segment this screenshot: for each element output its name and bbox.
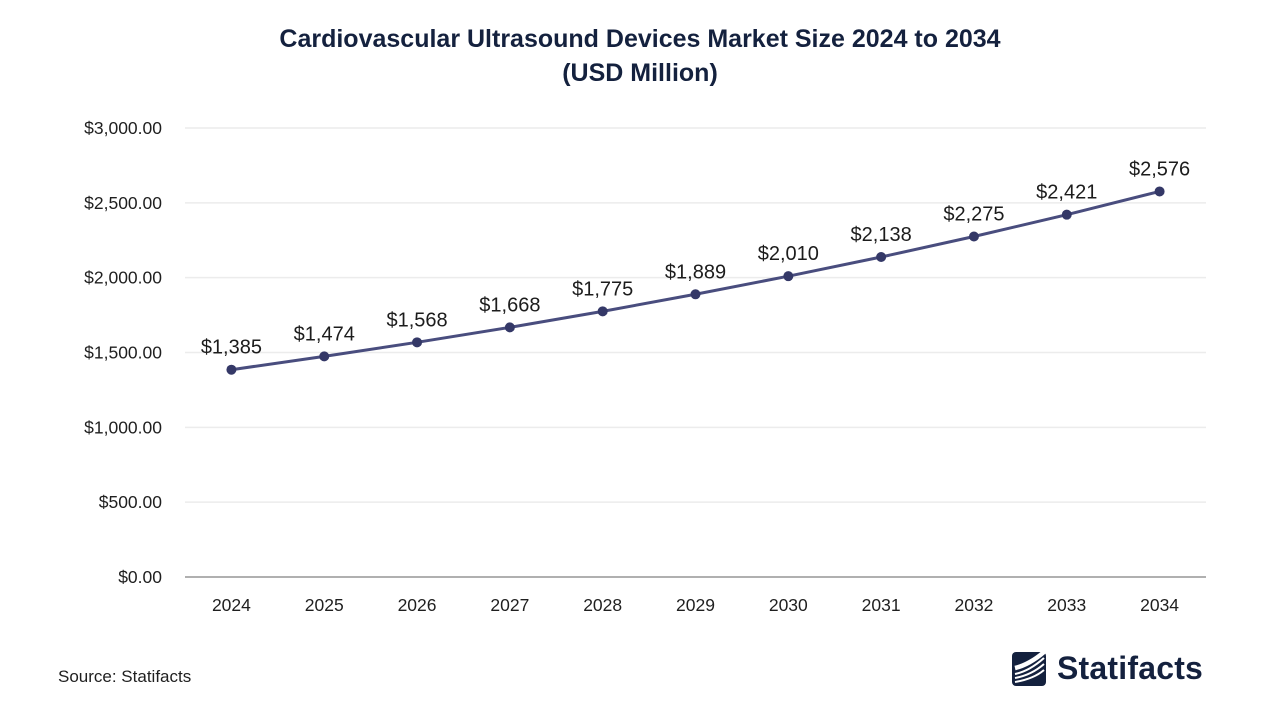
statifacts-waves-logo-icon <box>1012 650 1046 686</box>
y-tick-label: $0.00 <box>118 567 162 587</box>
data-point-label: $1,668 <box>479 294 540 316</box>
x-tick-label: 2029 <box>676 595 715 615</box>
data-point-label: $1,474 <box>294 323 355 345</box>
data-point-label: $1,775 <box>572 278 633 300</box>
x-tick-label: 2031 <box>862 595 901 615</box>
data-point-label: $1,385 <box>201 337 262 359</box>
chart-title-line1: Cardiovascular Ultrasound Devices Market… <box>279 25 1001 53</box>
data-point-label: $2,010 <box>758 243 819 265</box>
data-point-label: $1,568 <box>386 309 447 331</box>
y-tick-label: $2,000.00 <box>84 268 162 288</box>
data-point-label: $2,576 <box>1129 158 1190 180</box>
data-point-marker <box>412 337 423 348</box>
data-point-marker <box>783 271 794 282</box>
y-tick-label: $1,000.00 <box>84 417 162 437</box>
x-tick-label: 2033 <box>1047 595 1086 615</box>
brand-name: Statifacts <box>1057 650 1204 686</box>
x-tick-label: 2034 <box>1140 595 1179 615</box>
x-tick-label: 2028 <box>583 595 622 615</box>
chart-title-line2: (USD Million) <box>562 59 718 87</box>
data-point-label: $2,138 <box>851 224 912 246</box>
y-tick-label: $500.00 <box>99 492 163 512</box>
data-point-marker <box>968 231 979 242</box>
data-point-marker <box>319 351 330 362</box>
y-tick-label: $3,000.00 <box>84 118 162 138</box>
source-note: Source: Statifacts <box>58 667 192 686</box>
x-tick-label: 2025 <box>305 595 344 615</box>
data-point-label: $2,421 <box>1036 182 1097 204</box>
x-tick-label: 2032 <box>954 595 993 615</box>
data-point-marker <box>1061 209 1072 220</box>
data-point-marker <box>226 364 237 375</box>
x-tick-label: 2030 <box>769 595 808 615</box>
data-point-marker <box>1154 186 1165 197</box>
brand-footer: Statifacts <box>1012 650 1203 687</box>
y-tick-label: $2,500.00 <box>84 193 162 213</box>
data-point-label: $1,889 <box>665 261 726 283</box>
x-tick-label: 2024 <box>212 595 251 615</box>
data-point-label: $2,275 <box>943 204 1004 226</box>
data-point-marker <box>597 306 608 317</box>
x-tick-label: 2026 <box>398 595 437 615</box>
y-tick-label: $1,500.00 <box>84 343 162 363</box>
data-point-marker <box>876 252 887 263</box>
chart-title: Cardiovascular Ultrasound Devices Market… <box>0 22 1280 90</box>
x-tick-label: 2027 <box>490 595 529 615</box>
data-point-marker <box>504 322 515 333</box>
data-point-marker <box>690 289 701 300</box>
